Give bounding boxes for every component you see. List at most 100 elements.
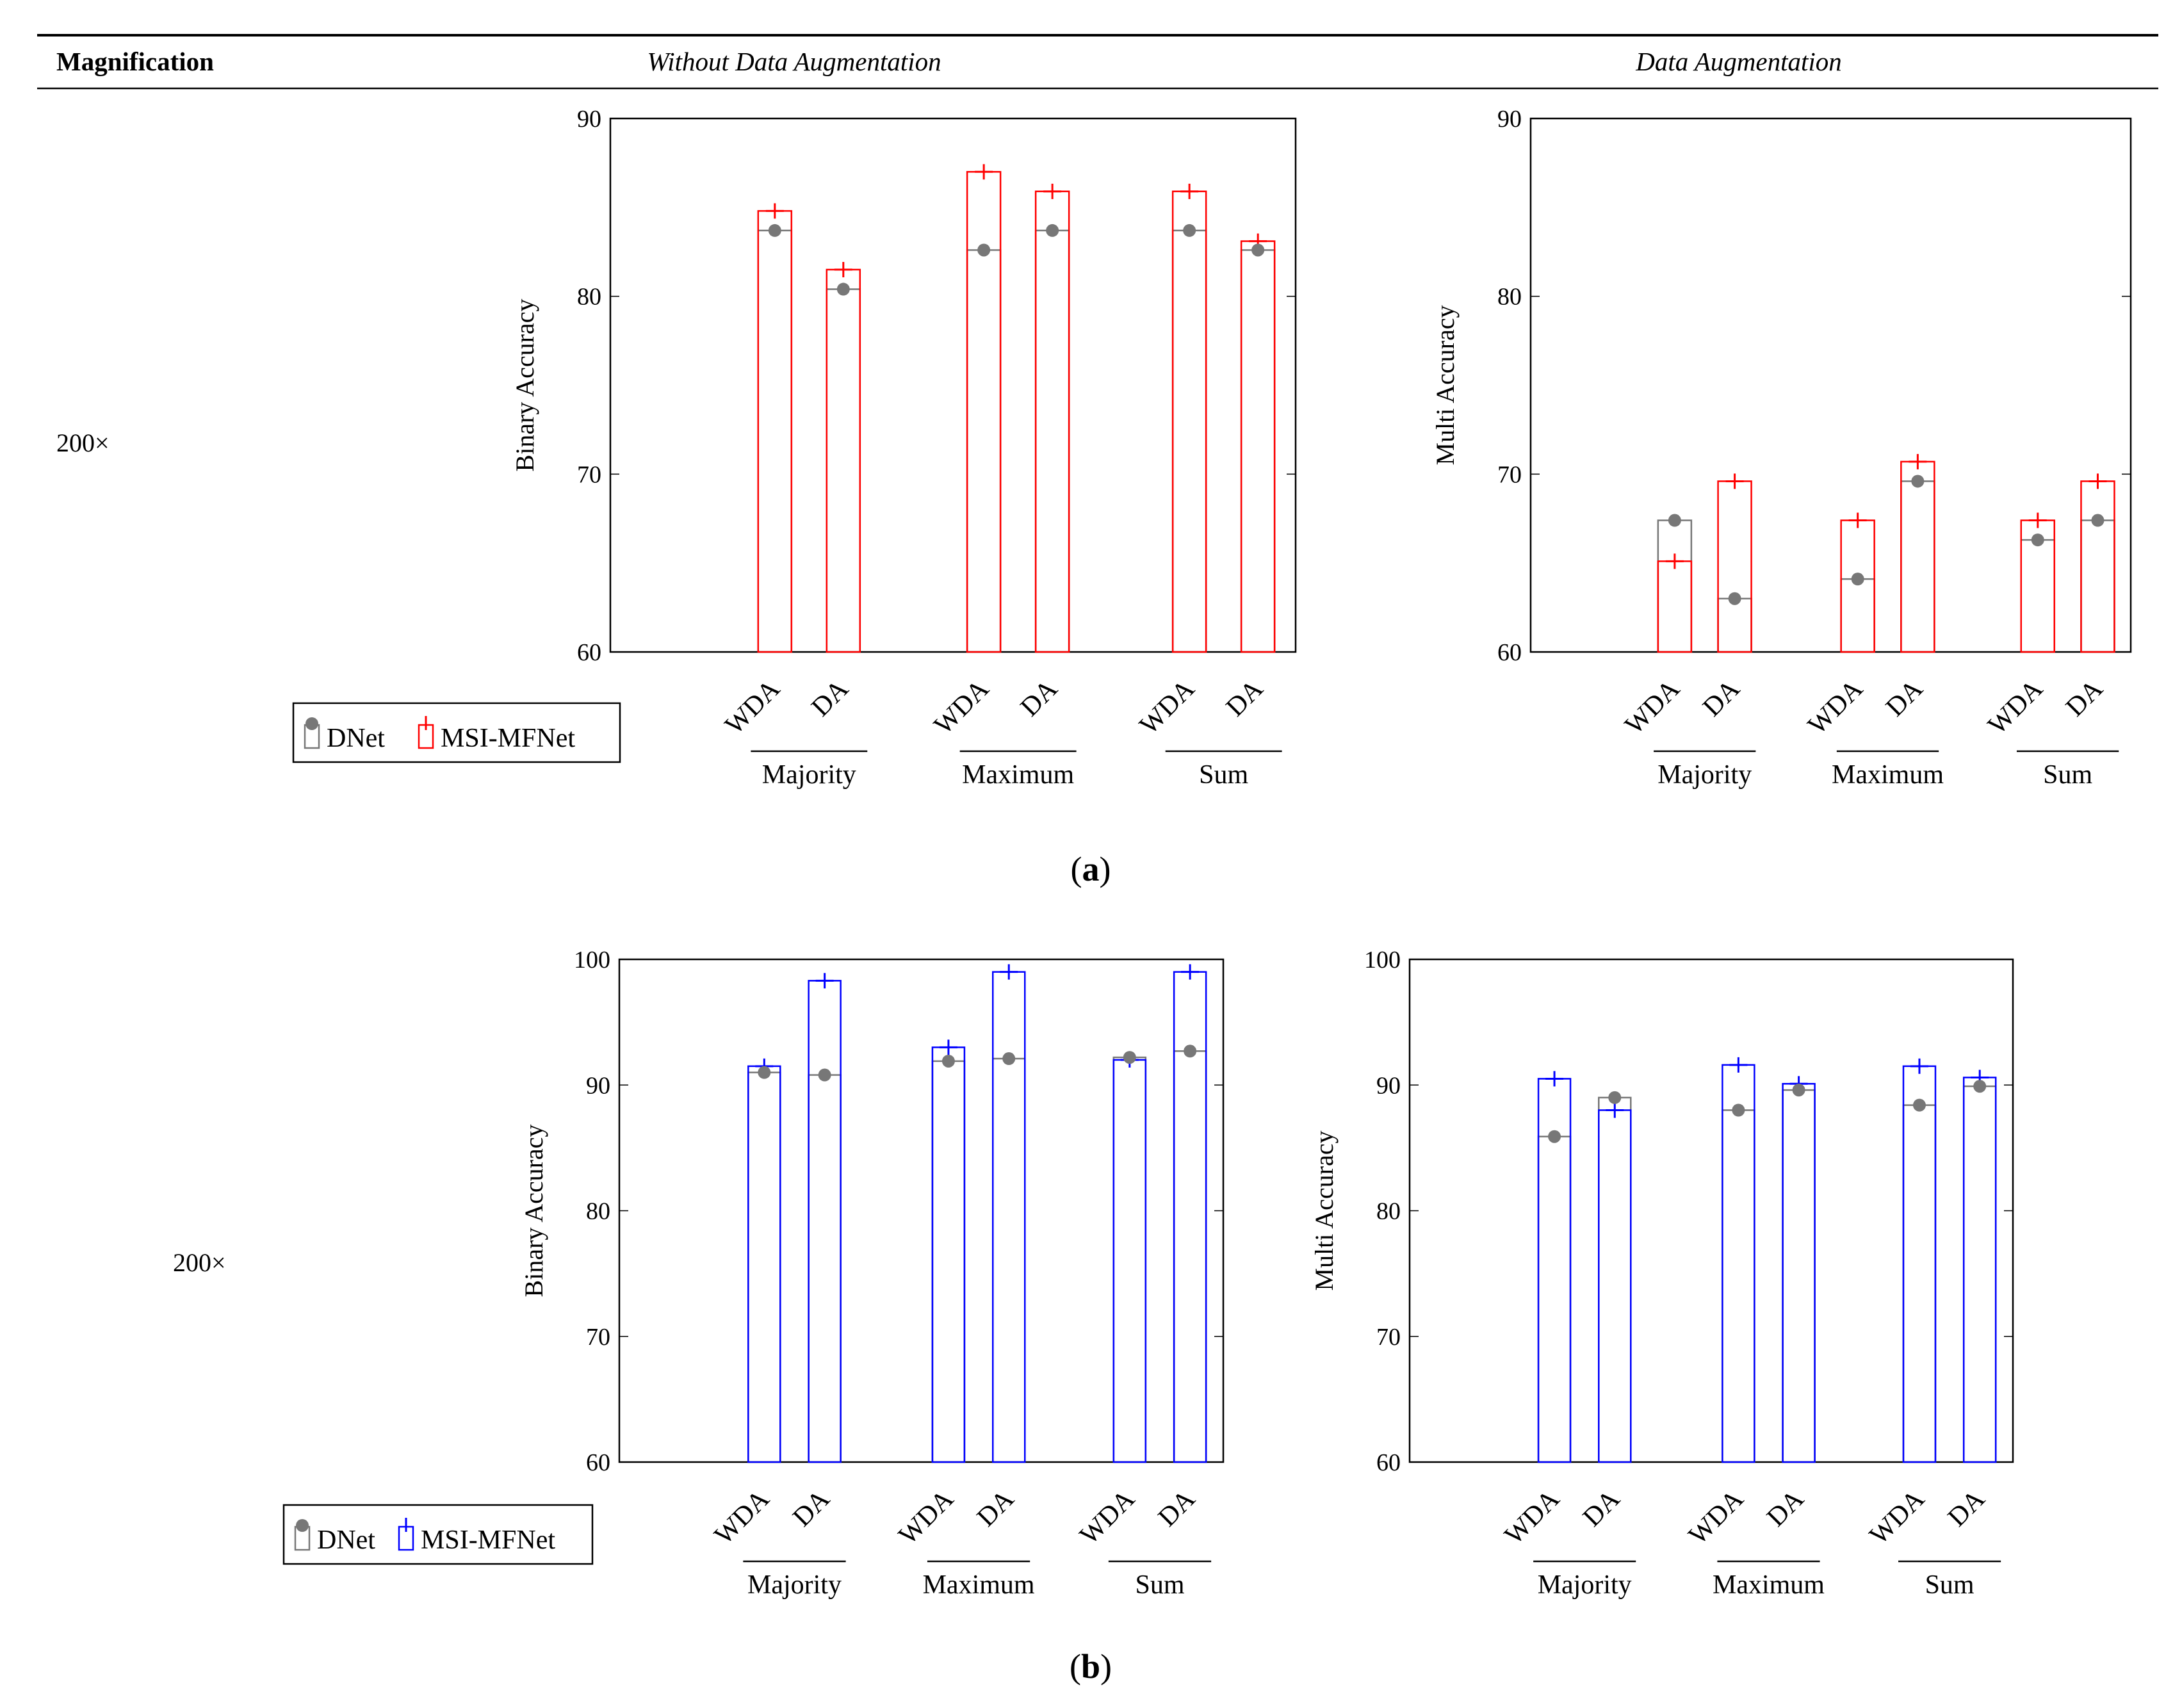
bar-dnet (1722, 1109, 1755, 1463)
y-axis-label: Multi Accuracy (1431, 305, 1460, 466)
bar-dnet (1717, 598, 1752, 653)
legend-box (292, 702, 621, 763)
x-tick-label: WDA (1802, 674, 1869, 740)
marker-dnet (1912, 1098, 1926, 1112)
bar-dnet (808, 1074, 842, 1463)
legend-marker-dnet (305, 717, 318, 730)
x-tick-label: DA (1942, 1484, 1991, 1533)
group-label: Majority (762, 760, 856, 790)
bar-dnet (1537, 1135, 1572, 1463)
x-tick-label: DA (806, 674, 854, 722)
bar-dnet (991, 1057, 1026, 1463)
y-tick-label: 80 (577, 284, 601, 311)
legend-a: DNet MSI-MFNet (292, 702, 621, 763)
bar-msi-mfnet (1722, 1064, 1755, 1463)
group-label: Majority (1538, 1570, 1632, 1600)
y-axis-label: Multi Accuracy (1310, 1131, 1339, 1291)
group-label: Majority (747, 1570, 842, 1600)
bar-dnet (1657, 519, 1693, 653)
x-tick-label: WDA (1619, 674, 1686, 740)
marker-dnet (818, 1068, 831, 1082)
panel-label-b: (b) (1070, 1647, 1112, 1686)
bar-dnet (1902, 1104, 1937, 1463)
magnification-label-b: 200× (173, 1248, 226, 1277)
y-axis-label: Binary Accuracy (519, 1125, 548, 1297)
marker-dnet (1183, 224, 1196, 237)
group-label: Sum (2043, 760, 2092, 790)
x-tick-label: DA (1761, 1484, 1810, 1533)
marker-dnet (1732, 1103, 1745, 1117)
y-tick-label: 90 (1497, 106, 1522, 133)
legend-label-msi: MSI-MFNet (421, 1525, 555, 1555)
bar-msi-mfnet (1598, 1109, 1632, 1463)
header-without-augmentation: Without Data Augmentation (647, 47, 941, 76)
x-tick-label: DA (1577, 1484, 1626, 1533)
x-tick-label: DA (972, 1484, 1020, 1533)
x-tick-label: WDA (1499, 1484, 1566, 1550)
magnification-label-a: 200× (56, 428, 110, 457)
marker-dnet (1973, 1080, 1987, 1093)
bar-msi-mfnet (757, 210, 793, 653)
y-tick-label: 70 (1497, 461, 1522, 488)
y-tick-label: 80 (1376, 1198, 1401, 1225)
x-tick-label: WDA (1982, 674, 2049, 740)
group-label: Maximum (1713, 1570, 1825, 1600)
bar-dnet (1900, 480, 1935, 653)
x-tick-label: WDA (893, 1484, 960, 1550)
bar-dnet (757, 229, 793, 653)
marker-dnet (1728, 592, 1741, 605)
x-tick-label: DA (1221, 674, 1269, 722)
bar-dnet (1112, 1056, 1147, 1463)
bar-dnet (1173, 1050, 1207, 1463)
bar-msi-mfnet (808, 980, 842, 1463)
bar-msi-mfnet (1034, 190, 1070, 653)
y-tick-label: 60 (1376, 1449, 1401, 1476)
marker-dnet (2031, 533, 2044, 547)
group-label: Sum (1199, 760, 1248, 790)
x-tick-label: WDA (1074, 1484, 1141, 1550)
x-tick-label: DA (1880, 674, 1929, 722)
bar-msi-mfnet (1657, 560, 1693, 653)
legend-box (282, 1504, 594, 1565)
y-tick-label: 70 (577, 461, 601, 488)
y-tick-label: 80 (586, 1198, 610, 1225)
y-tick-label: 70 (1376, 1324, 1401, 1351)
bar-dnet (826, 288, 861, 653)
y-tick-label: 100 (574, 947, 610, 973)
y-tick-label: 60 (586, 1449, 610, 1476)
marker-dnet (1548, 1130, 1561, 1143)
x-tick-label: DA (2060, 674, 2109, 722)
bar-dnet (966, 249, 1002, 653)
axes-frame (618, 958, 1225, 1463)
bar-dnet (1782, 1089, 1816, 1463)
x-tick-label: WDA (1134, 674, 1201, 740)
marker-dnet (1251, 243, 1265, 257)
legend-marker-dnet (296, 1519, 309, 1532)
marker-dnet (1046, 224, 1059, 237)
x-tick-label: WDA (929, 674, 995, 740)
marker-dnet (1123, 1051, 1136, 1064)
bar-msi-mfnet (991, 971, 1026, 1463)
marker-dnet (977, 243, 991, 257)
y-tick-label: 90 (577, 106, 601, 133)
bar-dnet (2080, 519, 2115, 653)
y-tick-label: 60 (577, 639, 601, 666)
x-tick-label: WDA (709, 1484, 776, 1550)
x-tick-label: WDA (719, 674, 786, 740)
group-label: Maximum (923, 1570, 1035, 1600)
group-label: Maximum (962, 760, 1074, 790)
bar-dnet (2020, 539, 2056, 653)
bar-msi-mfnet (1717, 480, 1752, 653)
legend-label-dnet: DNet (317, 1525, 375, 1555)
y-tick-label: 100 (1364, 947, 1401, 973)
header-magnification: Magnification (56, 47, 214, 76)
marker-dnet (1668, 514, 1681, 527)
group-label: Maximum (1832, 760, 1944, 790)
bar-dnet (1240, 249, 1276, 653)
x-tick-label: DA (1697, 674, 1746, 722)
legend-b: DNet MSI-MFNet (282, 1504, 594, 1565)
y-tick-label: 70 (586, 1324, 610, 1351)
